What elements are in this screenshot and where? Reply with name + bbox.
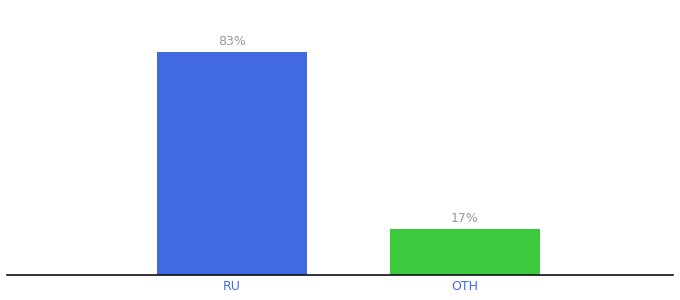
Text: 17%: 17% — [451, 212, 479, 225]
Text: 83%: 83% — [218, 35, 245, 48]
Bar — [390, 229, 540, 274]
Bar — [157, 52, 307, 274]
